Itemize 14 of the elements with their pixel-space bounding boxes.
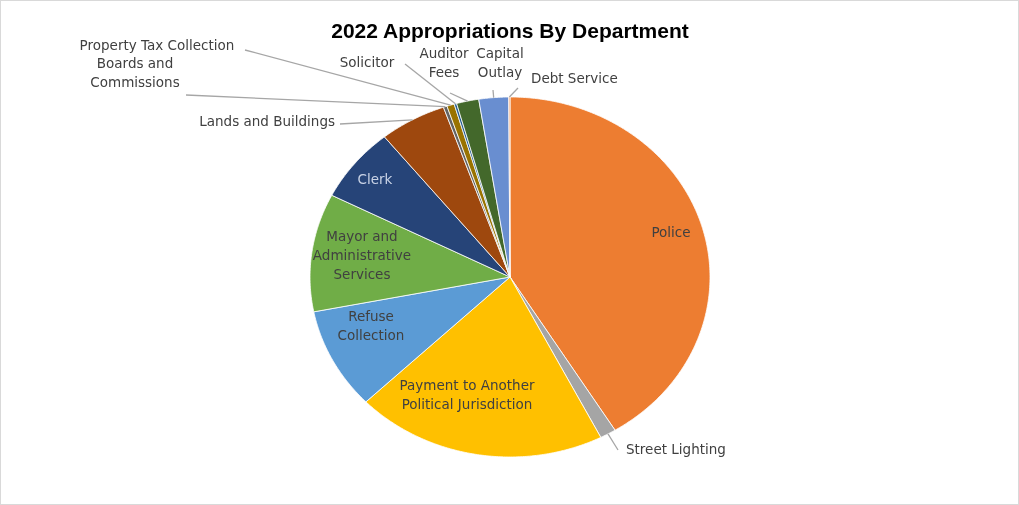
slice-label: Boards and Commissions: [90, 54, 180, 90]
slice-label: Payment to Another Political Jurisdiction: [399, 376, 535, 412]
slice-label: Auditor Fees: [419, 44, 470, 80]
slice-label: Police: [651, 224, 691, 240]
slice-label: Mayor and Administrative Services: [312, 228, 412, 282]
chart-title: 2022 Appropriations By Department: [331, 19, 689, 42]
slice-label: Debt Service: [531, 70, 618, 86]
slice-label: Property Tax Collection: [79, 37, 235, 53]
slice-label: Street Lighting: [626, 441, 726, 457]
slice-label: Refuse Collection: [337, 307, 405, 343]
slice-label: Clerk: [357, 171, 393, 187]
slice-label: Lands and Buildings: [199, 113, 335, 129]
slice-label: Capital Outlay: [476, 44, 524, 80]
slice-label: Solicitor: [339, 54, 395, 70]
